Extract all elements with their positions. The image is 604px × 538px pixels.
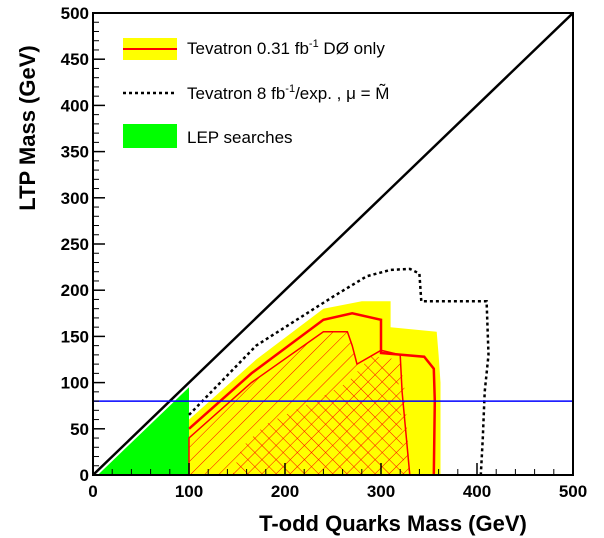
legend: Tevatron 0.31 fb-1 DØ only Tevatron 8 fb… (123, 38, 389, 148)
y-tick-label: 500 (61, 4, 89, 23)
d0-contour-line (188, 312, 437, 475)
y-tick-label: 0 (80, 466, 89, 485)
x-axis-ticks: 0 100 200 300 400 500 (88, 463, 587, 501)
y-tick-label: 100 (61, 374, 89, 393)
legend-entry-d0: Tevatron 0.31 fb-1 DØ only (187, 38, 385, 58)
x-tick-label: 100 (175, 482, 203, 501)
x-tick-label: 400 (463, 482, 491, 501)
x-tick-label: 500 (559, 482, 587, 501)
plot-area (93, 13, 573, 475)
legend-swatch-lep (123, 124, 177, 148)
y-tick-label: 150 (61, 327, 89, 346)
y-tick-label: 50 (70, 420, 89, 439)
x-tick-label: 0 (88, 482, 97, 501)
legend-entry-tev8: Tevatron 8 fb-1/exp. , μ = M̃ (187, 83, 389, 103)
y-tick-label: 200 (61, 281, 89, 300)
x-tick-label: 200 (271, 482, 299, 501)
y-tick-label: 450 (61, 50, 89, 69)
y-tick-label: 300 (61, 189, 89, 208)
legend-entry-lep: LEP searches (187, 128, 293, 147)
d0-crosshatched-region (232, 350, 405, 475)
y-tick-label: 350 (61, 143, 89, 162)
y-axis-title: LTP Mass (GeV) (15, 45, 40, 210)
lep-excluded-region (97, 387, 189, 475)
diagonal-line (93, 13, 573, 475)
y-tick-label: 400 (61, 96, 89, 115)
x-axis-title: T-odd Quarks Mass (GeV) (259, 511, 527, 536)
tevatron8-dotted-line (188, 267, 490, 475)
y-axis-ticks: 0 50 100 150 200 250 300 350 400 450 500 (61, 4, 105, 485)
x-tick-label: 300 (367, 482, 395, 501)
y-tick-label: 250 (61, 235, 89, 254)
